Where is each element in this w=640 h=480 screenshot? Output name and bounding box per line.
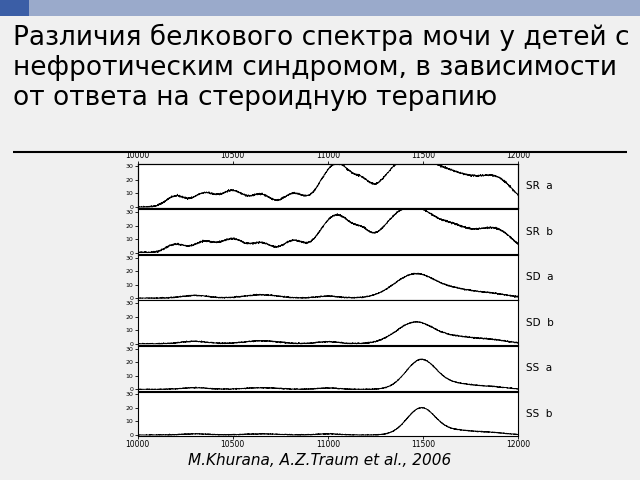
Text: SR  b: SR b xyxy=(526,227,553,237)
Text: Различия белкового спектра мочи у детей с
нефротическим синдромом, в зависимости: Различия белкового спектра мочи у детей … xyxy=(13,24,629,111)
Bar xyxy=(0,0,29,16)
Text: SD  b: SD b xyxy=(526,318,554,328)
Text: SS  a: SS a xyxy=(526,363,552,373)
Text: SS  b: SS b xyxy=(526,409,552,419)
Bar xyxy=(29,0,640,16)
Text: SD  a: SD a xyxy=(526,272,554,282)
Text: M.Khurana, A.Z.Traum et al., 2006: M.Khurana, A.Z.Traum et al., 2006 xyxy=(188,453,452,468)
Text: SR  a: SR a xyxy=(526,181,553,191)
